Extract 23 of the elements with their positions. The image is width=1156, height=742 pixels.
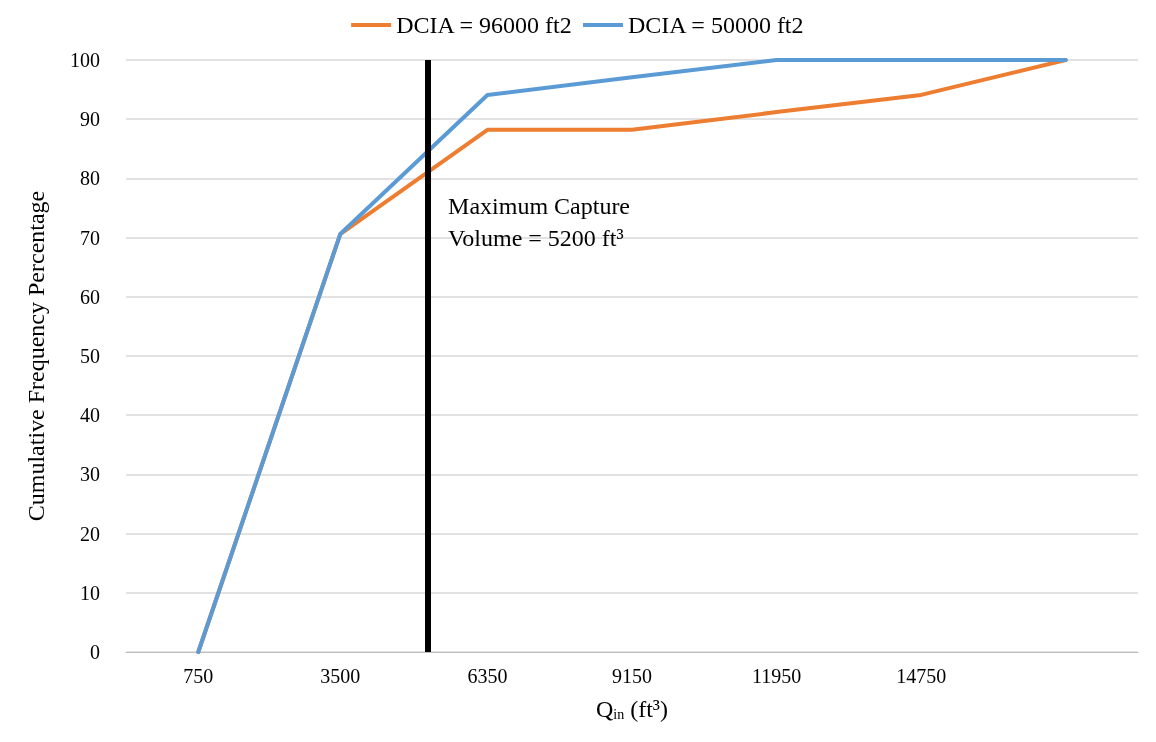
y-tick-label: 0 [90,641,100,663]
legend-label: DCIA = 50000 ft2 [628,12,804,38]
x-tick-label: 11950 [751,665,802,687]
y-tick-label: 100 [70,49,100,71]
x-tick-label: 750 [183,665,214,687]
x-tick-label: 6350 [467,665,508,687]
y-tick-label: 80 [80,167,100,190]
x-axis-title: Qin (ft³) [595,696,669,722]
y-tick-label: 30 [80,463,100,486]
y-tick-label: 10 [80,581,100,604]
y-tick-label: 70 [80,226,100,249]
line-series [196,58,1068,654]
legend-label: DCIA = 96000 ft2 [396,12,572,38]
y-axis-title: Cumulative Frequency Percentage [23,190,49,522]
x-tick-label: 3500 [320,665,361,687]
y-tick-label: 50 [80,345,100,367]
y-tick-label: 40 [80,404,100,427]
y-tick-label: 60 [80,285,100,308]
y-tick-label: 20 [80,522,100,545]
ref-line-label: Maximum Capture Volume = 5200 ft³ [448,193,631,252]
x-tick-label: 14750 [896,665,947,687]
x-tick-label: 9150 [612,665,652,687]
y-tick-label: 90 [80,108,100,131]
